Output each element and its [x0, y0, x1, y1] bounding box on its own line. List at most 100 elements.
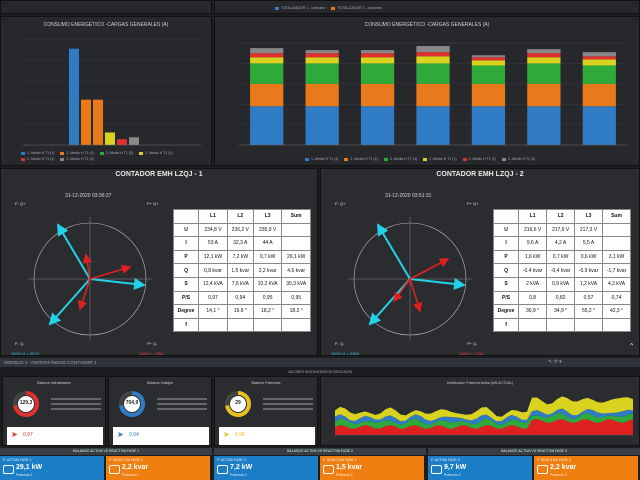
- scroll-top-icon[interactable]: ⌃: [628, 342, 635, 351]
- table-cell: P: [172, 249, 200, 265]
- balance-tile-value: 1,5 kvar: [336, 464, 363, 471]
- table-cell: [226, 317, 254, 333]
- meter-2-date: 31-12-2020 03:51:31: [385, 193, 432, 199]
- table-cell: -0,4 kvar: [546, 263, 576, 278]
- chart-left-legend-item-1: 1 -Medio H T1 (1): [21, 151, 54, 155]
- area-layer: [335, 408, 633, 426]
- stacked-bar-segment: [360, 63, 395, 84]
- table-cell: S: [492, 276, 520, 292]
- balance-header-2: BALANCE ACTIVA VS REACTIVA FASE 2: [214, 448, 426, 455]
- table-cell: P/S: [172, 290, 200, 306]
- area-layer: [335, 396, 633, 422]
- bar: [129, 137, 139, 145]
- stacked-bar-segment: [305, 63, 339, 84]
- table-row: I 53 A 32,3 A 44 A: [172, 236, 311, 251]
- top-legend: TOTALIZADOR 1 - consumo TOTALIZADOR 2 - …: [275, 6, 382, 10]
- table-cell: 0,97: [198, 290, 228, 306]
- stacked-bar-segment: [360, 53, 395, 58]
- table-cell: [252, 317, 283, 333]
- section-band-title: MODELO 4 - INSTANTÁNEOS CONTADOR 1: [4, 360, 97, 365]
- meter-1-panel: CONTADOR EMH LZQJ - 1 31-12-2020 03:36:3…: [0, 168, 318, 356]
- balance-tile-icon: [109, 465, 120, 474]
- balance-tile-label: P. ACTIVA FASE 1: [3, 458, 32, 462]
- balance-tile-value: 2,2 kvar: [122, 464, 149, 471]
- area-layer: [335, 413, 633, 429]
- stacked-bar-segment: [305, 57, 339, 64]
- table-cell: 14,1 °: [198, 304, 228, 319]
- table-cell: 2 kVA: [518, 276, 548, 292]
- table-cell: Q: [172, 263, 200, 278]
- table-cell: U: [172, 222, 200, 238]
- stacked-bar-segment: [416, 46, 450, 53]
- balance-tile-value: 2,2 kvar: [550, 464, 577, 471]
- gauge-ring: [13, 391, 39, 417]
- gauge-legend: [263, 395, 313, 413]
- table-cell: -0,9 kvar: [574, 263, 604, 278]
- table-cell: f: [492, 317, 520, 333]
- chart-left-legend: 1 -Medio H T1 (1) 2 -Medio H T1 (2) 3 -M…: [21, 151, 201, 161]
- chart-left-title: CONSUMO ENERGÉTICO -CARGAS GENERALES (A): [43, 22, 169, 28]
- stacked-bar-segment: [527, 106, 561, 145]
- table-cell: Degree: [172, 304, 200, 319]
- table-cell: [574, 317, 604, 333]
- balance-tile-label: P. REACTIVA FASE 3: [537, 458, 571, 462]
- quadrant-label: P- Q+: [15, 201, 26, 206]
- quadrant-label: P- Q-: [15, 341, 25, 346]
- voltage-scale-label: 100% U = 218V: [331, 351, 359, 356]
- balance-tile-icon: [3, 465, 14, 474]
- gauge-ring: [225, 391, 251, 417]
- table-cell: 2,2 kvar: [252, 263, 283, 278]
- table-cell: 1,6 kW: [518, 249, 548, 265]
- stacked-bar-segment: [582, 106, 616, 145]
- table-cell: 236,2 V: [226, 222, 254, 238]
- chart-right-legend-item-1: 1 -Medio H T1 (1): [305, 157, 338, 161]
- chart-right-legend-item-6: 3 -Medio H T1 (3): [501, 157, 535, 161]
- gauge-alert-card: ➤ 0,97: [7, 427, 103, 445]
- table-cell: 7,2 kW: [226, 249, 254, 265]
- current-phasor: [409, 278, 423, 313]
- alert-icon: ➤: [117, 430, 124, 439]
- stacked-bar-segment: [471, 83, 506, 107]
- section-band-controls[interactable]: ✎ ⟳ ▾: [548, 359, 562, 365]
- voltage-phasor: [368, 278, 411, 326]
- balance-tile-icon: [537, 465, 548, 474]
- table-cell: 12,4 kVA: [198, 276, 228, 292]
- table-cell: 0,9 kVA: [546, 276, 576, 292]
- table-cell: [518, 317, 548, 333]
- quadrant-label: P+ Q+: [147, 201, 159, 206]
- chart-left-legend-item-6: 3 -Medio H T1 (3): [60, 157, 94, 161]
- table-header-row: L1 L2 L3 Sum: [172, 209, 311, 224]
- table-cell: 0,82: [546, 290, 576, 306]
- table-header-cell: L2: [546, 209, 576, 224]
- voltage-phasor: [409, 277, 466, 290]
- table-cell: P/S: [492, 290, 520, 306]
- table-cell: Q: [492, 263, 520, 278]
- quadrant-label: P+ Q-: [467, 341, 478, 346]
- table-cell: 217,3 V: [574, 222, 604, 238]
- stacked-bar-segment: [582, 83, 616, 107]
- table-cell: 7,6 kVA: [226, 276, 254, 292]
- chart-left-legend-item-5: 2 -Medio H T1 (2): [21, 157, 54, 161]
- balance-tile-sub: Potencia 3: [550, 473, 567, 477]
- table-cell: [281, 236, 311, 251]
- gauge-center: [124, 396, 140, 412]
- gauge-card: Balance Potencias 29 ➤ 0,95: [214, 376, 318, 446]
- table-header-row: L1 L2 L3 Sum: [492, 209, 631, 224]
- stacked-bar-segment: [416, 52, 450, 57]
- bar: [117, 139, 127, 145]
- balance-tile-value: 29,1 kW: [16, 464, 43, 471]
- stacked-bar-segment: [527, 63, 561, 84]
- table-row: P/S 0,97 0,94 0,95 0,95: [172, 290, 311, 306]
- top-legend-item-1: TOTALIZADOR 1 - consumo: [275, 6, 325, 10]
- gauge-value: 704,9: [125, 400, 139, 406]
- table-row: S 12,4 kVA 7,6 kVA 10,2 kVA 30,3 kVA: [172, 276, 311, 292]
- table-row: P/S 0,8 0,82 0,57 0,74: [492, 290, 631, 306]
- table-cell: -0,4 kvar: [518, 263, 548, 278]
- gauge-legend: [51, 395, 101, 413]
- gauge-title: Balance Voltajes: [147, 381, 173, 385]
- table-cell: -1,7 kvar: [602, 263, 631, 278]
- table-cell: 0,95: [281, 290, 311, 306]
- chart-left-panel: CONSUMO ENERGÉTICO -CARGAS GENERALES (A)…: [0, 16, 212, 166]
- quadrant-label: P- Q-: [335, 341, 345, 346]
- gauge-legend: [157, 395, 207, 413]
